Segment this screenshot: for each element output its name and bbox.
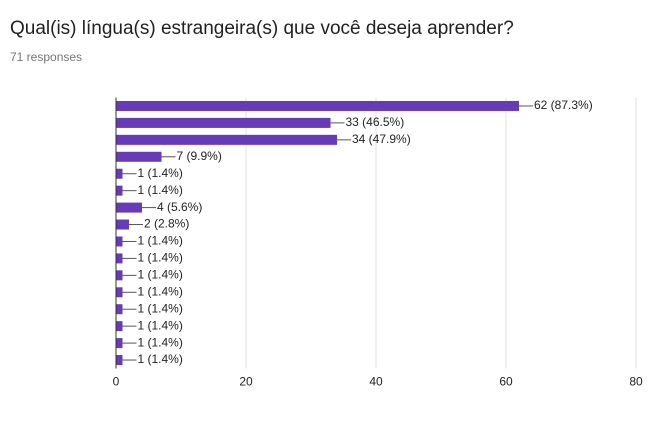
bar xyxy=(116,270,123,281)
value-label: 1 (1.4%) xyxy=(138,234,183,248)
value-label: 33 (46.5%) xyxy=(346,115,405,129)
value-label: 7 (9.9%) xyxy=(177,149,222,163)
x-tick-label: 80 xyxy=(629,375,643,389)
bar xyxy=(116,151,162,162)
x-tick-label: 20 xyxy=(239,375,253,389)
value-label: 1 (1.4%) xyxy=(138,251,183,265)
bar xyxy=(116,236,123,247)
bar xyxy=(116,287,123,298)
chart-title: Qual(is) língua(s) estrangeira(s) que vo… xyxy=(10,18,514,39)
bar xyxy=(116,304,123,315)
value-label: 1 (1.4%) xyxy=(138,284,183,298)
bar xyxy=(116,100,519,111)
x-tick-label: 60 xyxy=(499,375,513,389)
bar xyxy=(116,253,123,264)
value-label: 1 (1.4%) xyxy=(138,318,183,332)
bar xyxy=(116,219,129,230)
bar xyxy=(116,185,123,196)
bar xyxy=(116,117,331,128)
bar xyxy=(116,355,123,366)
value-label: 62 (87.3%) xyxy=(534,98,593,112)
value-label: 1 (1.4%) xyxy=(138,335,183,349)
value-label: 1 (1.4%) xyxy=(138,352,183,366)
bar xyxy=(116,338,123,349)
x-tick-label: 0 xyxy=(113,375,120,389)
bar xyxy=(116,168,123,179)
value-label: 1 (1.4%) xyxy=(138,268,183,282)
value-label: 1 (1.4%) xyxy=(138,183,183,197)
value-label: 1 (1.4%) xyxy=(138,301,183,315)
bar xyxy=(116,321,123,332)
value-label: 34 (47.9%) xyxy=(352,132,411,146)
chart-subtitle: 71 responses xyxy=(10,50,82,64)
value-label: 1 (1.4%) xyxy=(138,166,183,180)
bar xyxy=(116,202,142,213)
x-tick-label: 40 xyxy=(369,375,383,389)
value-label: 4 (5.6%) xyxy=(157,200,202,214)
bar xyxy=(116,134,337,145)
value-label: 2 (2.8%) xyxy=(144,217,189,231)
